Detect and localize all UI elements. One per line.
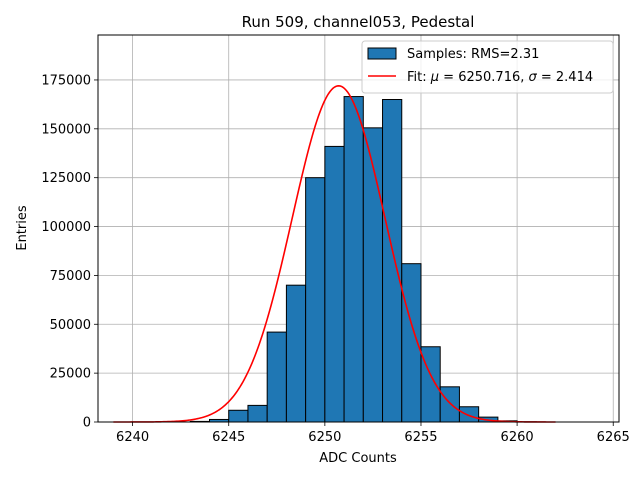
x-tick-label: 6255 <box>404 430 437 445</box>
legend-fit-label: Fit: μ = 6250.716, σ = 2.414 <box>407 70 593 85</box>
histogram-bar <box>285 284 307 423</box>
x-tick-label: 6250 <box>308 430 341 445</box>
histogram-bar <box>439 386 460 423</box>
x-tick-label: 6260 <box>501 430 534 445</box>
legend-histogram-label: Samples: RMS=2.31 <box>407 47 539 62</box>
histogram-bar <box>382 99 403 423</box>
legend-histogram-swatch <box>367 47 397 60</box>
x-tick-label: 6240 <box>116 430 149 445</box>
histogram-bar <box>362 127 384 423</box>
chart-title: Run 509, channel053, Pedestal <box>242 13 475 31</box>
y-tick-label: 0 <box>83 416 91 431</box>
y-tick-label: 75000 <box>50 269 91 284</box>
histogram-bar <box>266 331 287 423</box>
legend-fit-prefix: Fit: <box>407 70 431 85</box>
y-tick-label: 100000 <box>41 220 91 235</box>
histogram-bar <box>247 404 268 423</box>
y-axis-ticks: 0 25000 50000 75000 100000 125000 150000 175000 <box>41 73 98 431</box>
x-tick-label: 6245 <box>212 430 245 445</box>
legend-fit-sigma-symbol: σ <box>529 70 538 85</box>
y-tick-label: 125000 <box>41 171 91 186</box>
legend: Samples: RMS=2.31 Fit: μ = 6250.716, σ =… <box>361 40 614 94</box>
x-tick-label: 6265 <box>597 430 630 445</box>
histogram-bar <box>228 409 249 423</box>
x-axis-ticks: 6240 6245 6250 6255 6260 6265 <box>116 422 630 445</box>
plot-frame <box>97 34 620 423</box>
histogram-bar <box>305 177 326 423</box>
y-axis-label: Entries <box>15 205 30 251</box>
histogram-bars <box>189 96 537 423</box>
y-tick-label: 175000 <box>41 73 91 88</box>
fit-curve <box>113 85 556 423</box>
y-tick-label: 50000 <box>50 318 91 333</box>
y-tick-label: 150000 <box>41 122 91 137</box>
histogram-bar <box>458 406 480 423</box>
legend-fit-sigma-value: = 2.414 <box>537 70 593 85</box>
histogram-bar <box>324 145 345 423</box>
legend-frame <box>361 40 614 94</box>
x-axis-label: ADC Counts <box>319 451 397 466</box>
legend-fit-mu-value: = 6250.716, <box>439 70 528 85</box>
y-tick-label: 25000 <box>50 367 91 382</box>
histogram-bar <box>343 96 364 423</box>
legend-fit-mu-symbol: μ <box>430 70 439 85</box>
